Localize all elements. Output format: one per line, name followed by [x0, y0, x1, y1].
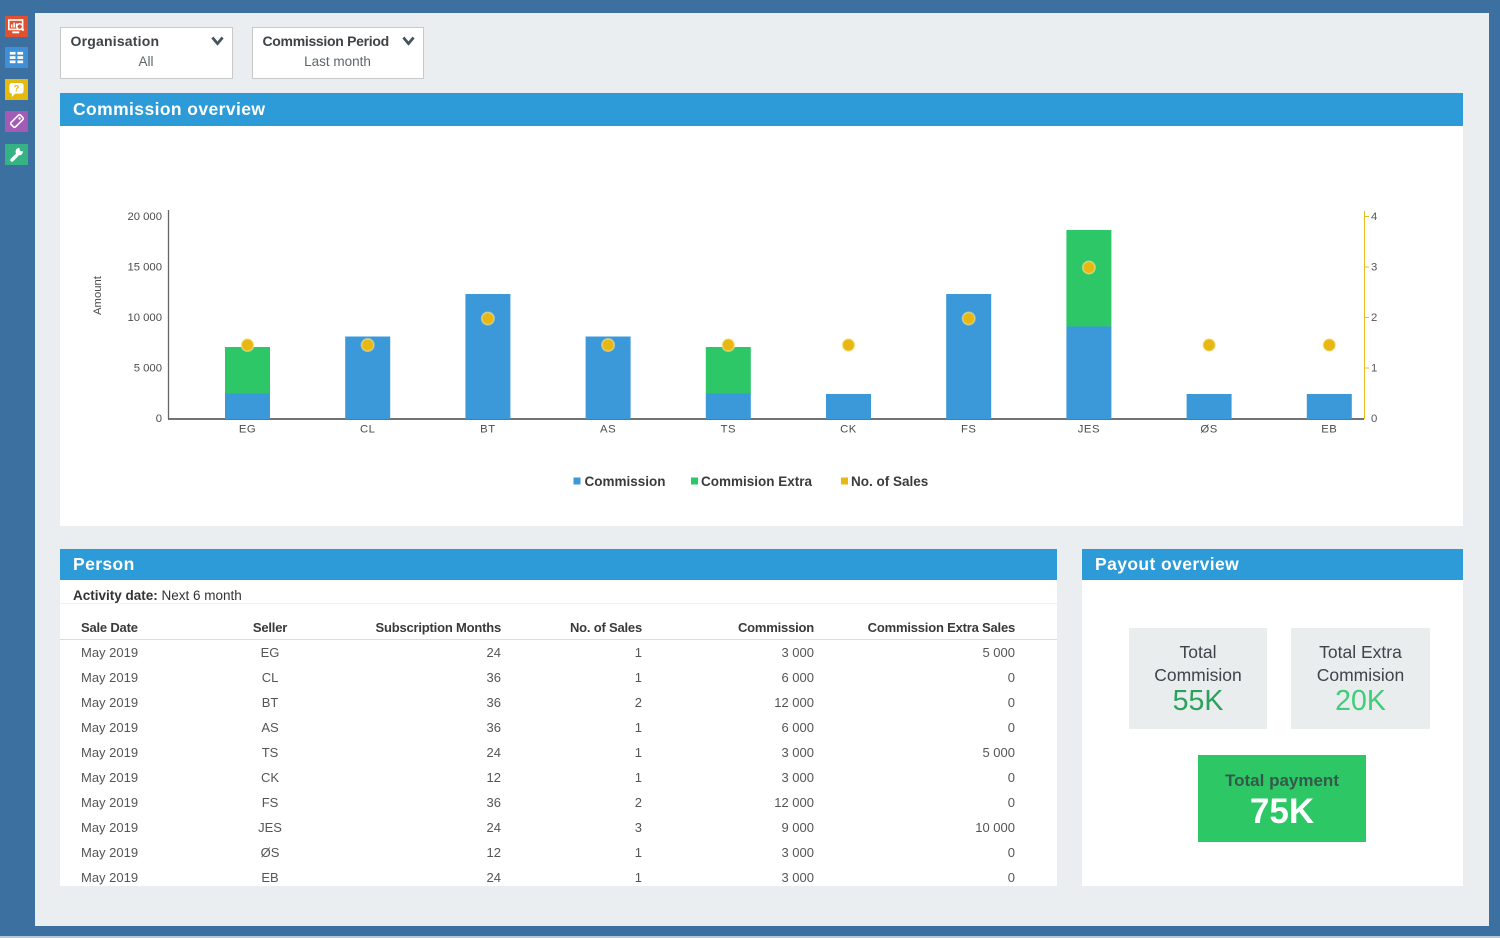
svg-text:Commision Extra: Commision Extra	[701, 474, 813, 489]
svg-text:FS: FS	[961, 424, 976, 436]
svg-text:2: 2	[1371, 312, 1377, 324]
svg-text:0: 0	[156, 413, 162, 425]
svg-text:Commission: Commission	[585, 474, 666, 489]
svg-text:4: 4	[1371, 211, 1377, 223]
svg-text:0: 0	[1371, 413, 1377, 425]
svg-text:?: ?	[14, 83, 20, 94]
svg-text:EB: EB	[1321, 424, 1337, 436]
svg-text:5 000: 5 000	[134, 363, 162, 375]
svg-text:15 000: 15 000	[127, 262, 162, 274]
svg-text:3: 3	[1371, 262, 1377, 274]
svg-text:EG: EG	[239, 424, 256, 436]
svg-text:1: 1	[1371, 363, 1377, 375]
svg-text:10 000: 10 000	[127, 312, 162, 324]
svg-text:ØS: ØS	[1200, 424, 1217, 436]
svg-text:TS: TS	[721, 424, 736, 436]
svg-text:AS: AS	[600, 424, 616, 436]
svg-text:CK: CK	[840, 424, 857, 436]
svg-text:Amount: Amount	[92, 275, 104, 315]
svg-text:CL: CL	[360, 424, 375, 436]
svg-text:20 000: 20 000	[127, 211, 162, 223]
svg-text:No. of Sales: No. of Sales	[851, 474, 928, 489]
svg-text:JES: JES	[1078, 424, 1100, 436]
svg-text:BT: BT	[480, 424, 495, 436]
